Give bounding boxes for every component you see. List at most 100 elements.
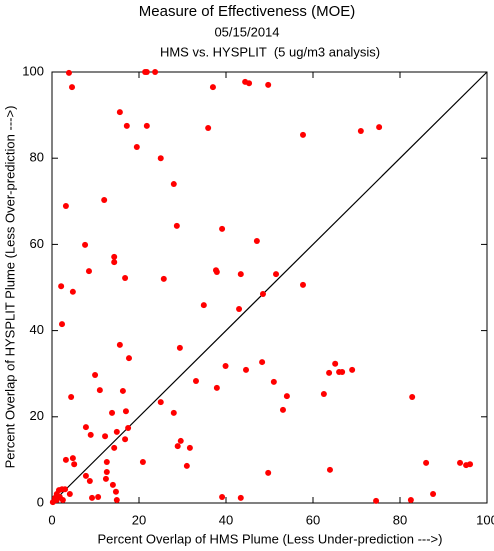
point [326, 369, 333, 376]
point [123, 122, 130, 129]
x-tick-label: 80 [393, 512, 407, 527]
point [62, 486, 69, 493]
point [174, 443, 181, 450]
x-tick-label: 60 [306, 512, 320, 527]
point [82, 472, 89, 479]
point [467, 461, 474, 468]
point [59, 321, 66, 328]
point [133, 143, 140, 150]
point [213, 384, 220, 391]
y-tick-label: 80 [30, 150, 44, 165]
point [213, 268, 220, 275]
point [139, 459, 146, 466]
point [176, 344, 183, 351]
point [59, 496, 66, 503]
point [205, 125, 212, 132]
point [373, 497, 380, 504]
point [157, 399, 164, 406]
point [253, 237, 260, 244]
point [113, 428, 120, 435]
point [320, 390, 327, 397]
y-tick-label: 100 [22, 63, 44, 78]
point [157, 155, 164, 162]
point [143, 69, 150, 75]
point [457, 459, 464, 466]
point [85, 268, 92, 275]
point [112, 488, 119, 495]
point [265, 469, 272, 476]
chart-subtitle: HMS vs. HYSPLIT (5 ug/m3 analysis) [160, 44, 380, 59]
point [283, 393, 290, 400]
point [119, 387, 126, 394]
point [409, 393, 416, 400]
point [236, 306, 243, 313]
point [265, 81, 272, 88]
point [143, 122, 150, 129]
point [219, 225, 226, 232]
point [103, 459, 110, 466]
diagonal-line [51, 71, 488, 504]
point [270, 378, 277, 385]
point [339, 368, 346, 375]
point [69, 288, 76, 295]
point [103, 468, 110, 475]
point [113, 496, 120, 503]
point [183, 462, 190, 469]
point [170, 181, 177, 188]
x-tick-label: 0 [48, 512, 55, 527]
point [89, 494, 96, 501]
point [332, 360, 339, 367]
plot-frame [51, 71, 488, 504]
point [376, 124, 383, 131]
point [246, 80, 253, 87]
chart-title: Measure of Effectiveness (MOE) [139, 3, 355, 20]
point [65, 69, 72, 76]
point [68, 393, 75, 400]
point [407, 496, 414, 503]
point [177, 437, 184, 444]
point [186, 444, 193, 451]
point [326, 466, 333, 473]
point [152, 69, 159, 75]
point [279, 406, 286, 413]
point [273, 271, 280, 278]
x-tick-label: 40 [219, 512, 233, 527]
point [109, 481, 116, 488]
point [259, 290, 266, 297]
y-tick-label: 40 [30, 322, 44, 337]
point [209, 84, 216, 91]
point [101, 197, 108, 204]
point [222, 362, 229, 369]
point [116, 341, 123, 348]
point [125, 355, 132, 362]
point [111, 444, 118, 451]
point [200, 302, 207, 309]
point [58, 283, 65, 290]
x-tick-label: 20 [132, 512, 146, 527]
point [95, 493, 102, 500]
y-tick-label: 0 [37, 494, 44, 509]
x-tick-label: 100 [476, 512, 494, 527]
point [86, 478, 93, 485]
point [96, 387, 103, 394]
point [237, 494, 244, 501]
point [299, 131, 306, 138]
point [173, 222, 180, 229]
point [122, 275, 129, 282]
point [92, 371, 99, 378]
point [111, 253, 118, 260]
point [423, 459, 430, 466]
point [219, 493, 226, 500]
point [82, 424, 89, 431]
point [87, 431, 94, 438]
point [243, 366, 250, 373]
point [111, 259, 118, 266]
point [192, 378, 199, 385]
point [160, 275, 167, 282]
point [69, 455, 76, 462]
point [349, 366, 356, 373]
point [299, 281, 306, 288]
point [357, 128, 364, 135]
